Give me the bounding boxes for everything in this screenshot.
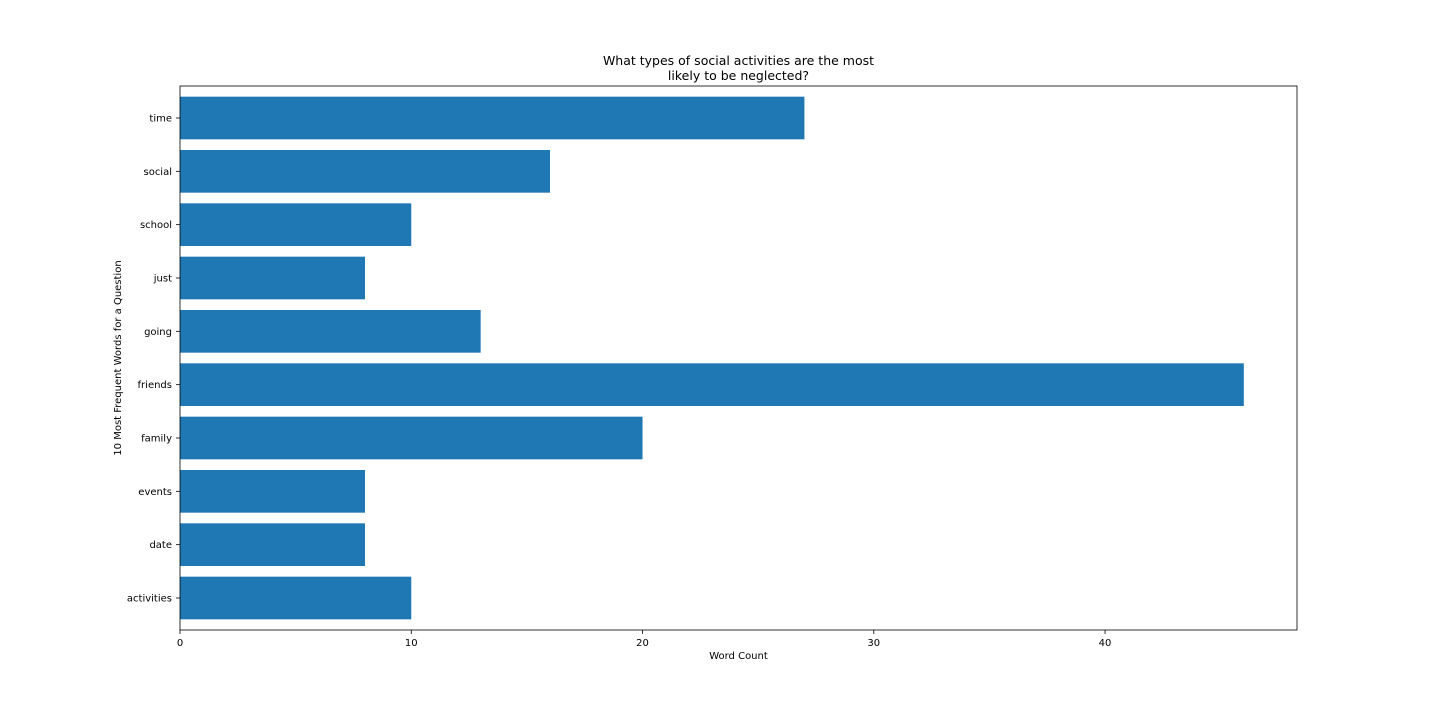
bar-going	[180, 310, 481, 353]
x-axis-label: Word Count	[709, 651, 768, 662]
x-tick-label: 0	[177, 638, 183, 649]
bar-social	[180, 150, 551, 193]
bar-just	[180, 256, 366, 300]
y-tick-label: activities	[127, 594, 172, 605]
bar-time	[180, 96, 805, 140]
x-tick-label: 30	[867, 638, 880, 649]
chart-title: What types of social activities are the …	[603, 53, 874, 83]
y-axis-label: 10 Most Frequent Words for a Question	[113, 260, 124, 455]
y-tick-label: friends	[138, 380, 172, 391]
bar-family	[180, 416, 643, 460]
y-tick-label: time	[149, 114, 172, 125]
bar-activities	[180, 576, 412, 620]
x-tick-label: 40	[1099, 638, 1112, 649]
y-tick-label: social	[143, 167, 172, 178]
y-tick-label: just	[153, 274, 172, 285]
bars	[180, 96, 1244, 620]
bar-school	[180, 203, 412, 246]
x-tick-label: 20	[636, 638, 649, 649]
chart-title-line: What types of social activities are the …	[603, 53, 874, 68]
bar-friends	[180, 363, 1244, 406]
bar-events	[180, 470, 366, 513]
x-axis-ticks: 0 10 20 30 40	[177, 630, 1112, 649]
plot-area-frame	[179, 85, 1298, 631]
y-tick-label: family	[141, 434, 172, 445]
bar-date	[180, 523, 366, 566]
y-tick-label: school	[140, 220, 172, 231]
chart-title-line: likely to be neglected?	[668, 68, 809, 83]
y-tick-label: going	[144, 327, 172, 338]
y-tick-label: events	[138, 487, 172, 498]
y-axis-ticks: activities date events family friends going ju…	[127, 114, 180, 605]
x-tick-label: 10	[405, 638, 418, 649]
y-tick-label: date	[149, 540, 172, 551]
